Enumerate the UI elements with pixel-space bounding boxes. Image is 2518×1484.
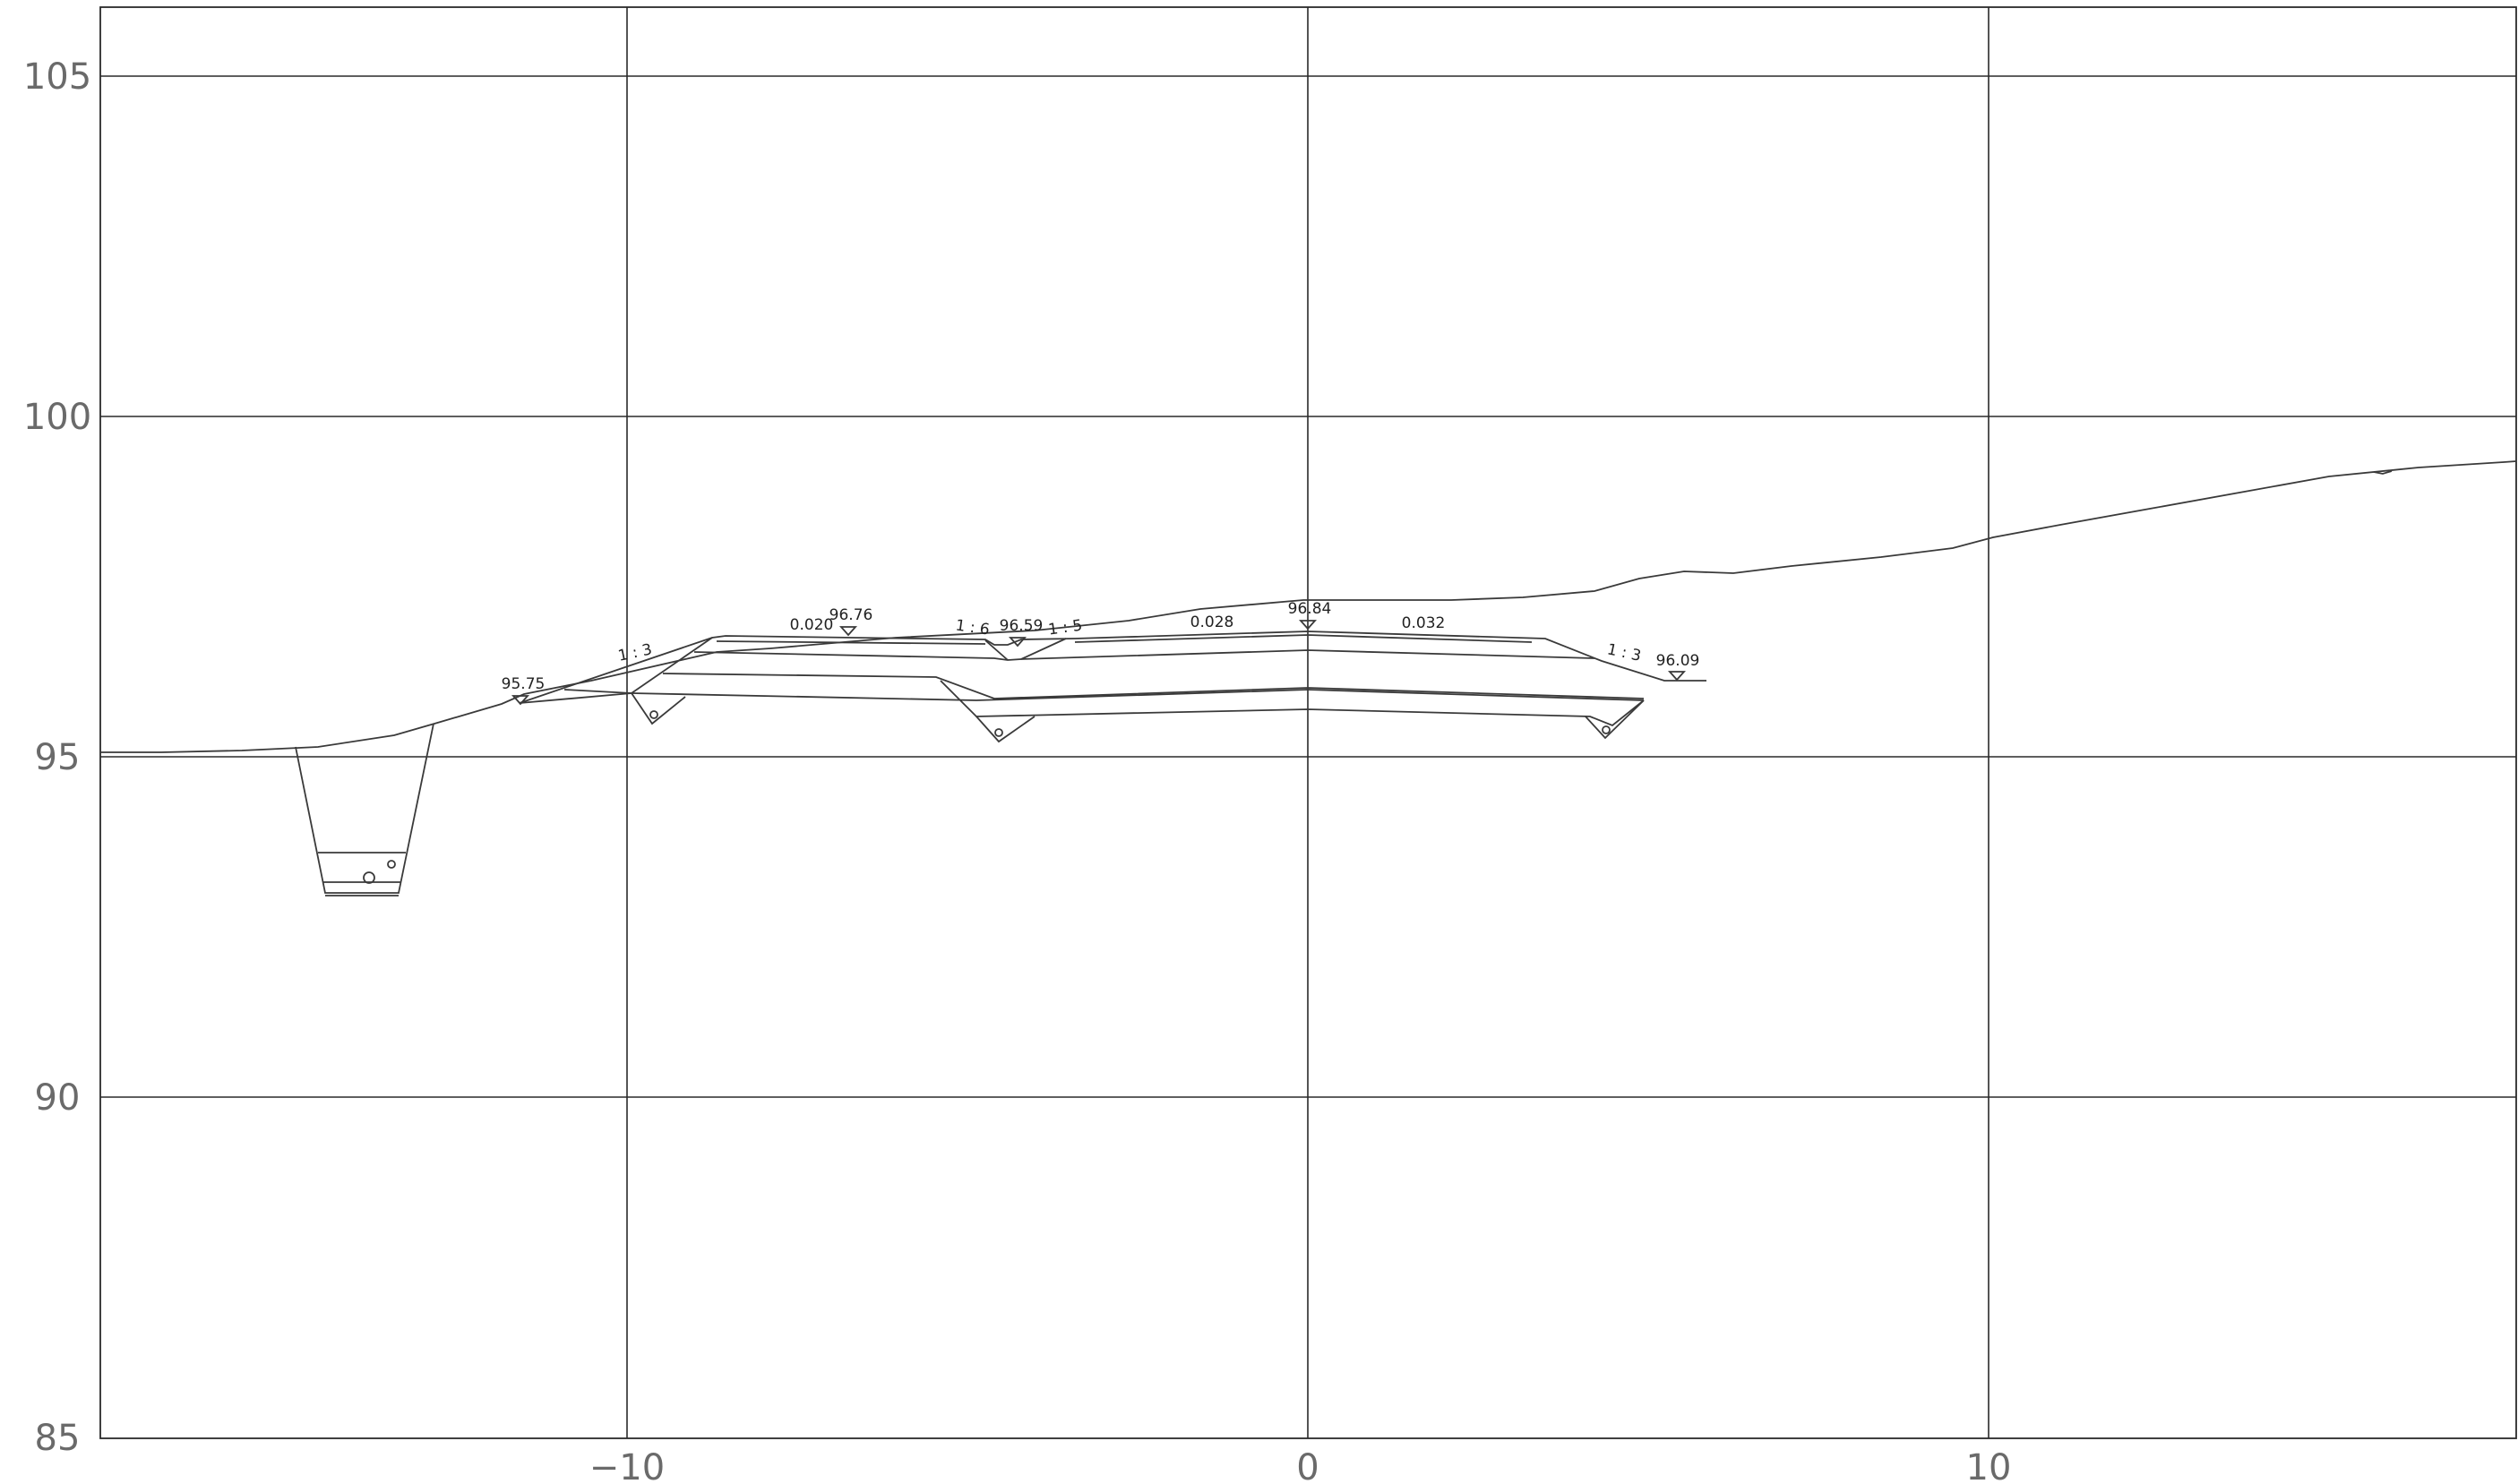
slope-label-right-fill: 1 : 3 [1605, 640, 1642, 665]
elevation-label-median: 96.59 [1000, 617, 1044, 635]
elevation-marker-triangle [511, 695, 530, 706]
ditch-outline [295, 723, 434, 894]
crossfall-label-center-right: 0.032 [1402, 614, 1446, 632]
elevation-label-left-lane: 96.76 [829, 606, 873, 624]
x-tick-label: −10 [589, 1447, 665, 1484]
underdrain-left [631, 692, 686, 725]
y-tick-label: 90 [35, 1077, 81, 1119]
underdrain-right [1585, 699, 1645, 740]
road-surface [519, 630, 1706, 727]
underdrain-pipe [649, 710, 658, 719]
formation-line [940, 680, 1645, 727]
crossfall-label-left: 0.020 [790, 616, 834, 634]
x-axis-ticks: −10 0 10 [589, 1447, 2012, 1484]
left-embankment-line [631, 637, 713, 694]
subgrade-line [563, 689, 632, 694]
median-right-line [1020, 638, 1067, 660]
x-tick-label: 10 [1966, 1447, 2012, 1484]
slope-label-median-right: 1 : 5 [1047, 616, 1084, 639]
elevation-markers [511, 620, 1687, 706]
elevation-marker-triangle [1008, 637, 1027, 648]
vertical-gridlines [626, 7, 1989, 1438]
existing-ground-kink [2373, 470, 2393, 475]
subgrade-line [631, 689, 1645, 701]
y-tick-label: 105 [23, 56, 91, 98]
underdrain-pipe [1602, 725, 1611, 734]
elevation-marker-triangle [838, 626, 858, 637]
y-tick-label: 100 [23, 397, 91, 438]
underdrains [631, 692, 1645, 743]
subbase-line [662, 673, 1645, 699]
pavement-layer-line [716, 640, 986, 645]
elevation-label-center: 96.84 [1288, 600, 1332, 618]
ditch-pipe-circle [387, 860, 396, 869]
elevation-label-right: 96.09 [1656, 652, 1700, 670]
elevation-marker-triangle [1298, 620, 1318, 630]
annotations: 95.75 96.76 96.59 96.84 96.09 1 : 3 1 : … [502, 600, 1700, 693]
elevation-label-left: 95.75 [502, 675, 546, 693]
y-tick-label: 95 [35, 737, 81, 778]
left-slope-line [519, 692, 632, 704]
underdrain-center [975, 716, 1036, 743]
slope-label-median-left: 1 : 6 [954, 616, 991, 639]
ditch-pipe-circle [363, 871, 375, 884]
underdrain-pipe [994, 728, 1003, 737]
pavement-layer-line [1074, 634, 1533, 643]
existing-ground-line [100, 460, 2517, 753]
elevation-marker-triangle [1667, 671, 1687, 682]
slope-label-left-fill: 1 : 3 [616, 640, 653, 665]
y-axis-ticks: 105 100 95 90 85 [23, 56, 91, 1459]
median-left-line [984, 639, 1009, 661]
x-tick-label: 0 [1296, 1447, 1319, 1484]
finished-surface-line [519, 630, 1706, 704]
crossfall-label-center-left: 0.028 [1190, 613, 1234, 631]
y-tick-label: 85 [35, 1418, 81, 1459]
left-ditch [295, 723, 434, 896]
pavement-layer-line [693, 649, 1595, 661]
